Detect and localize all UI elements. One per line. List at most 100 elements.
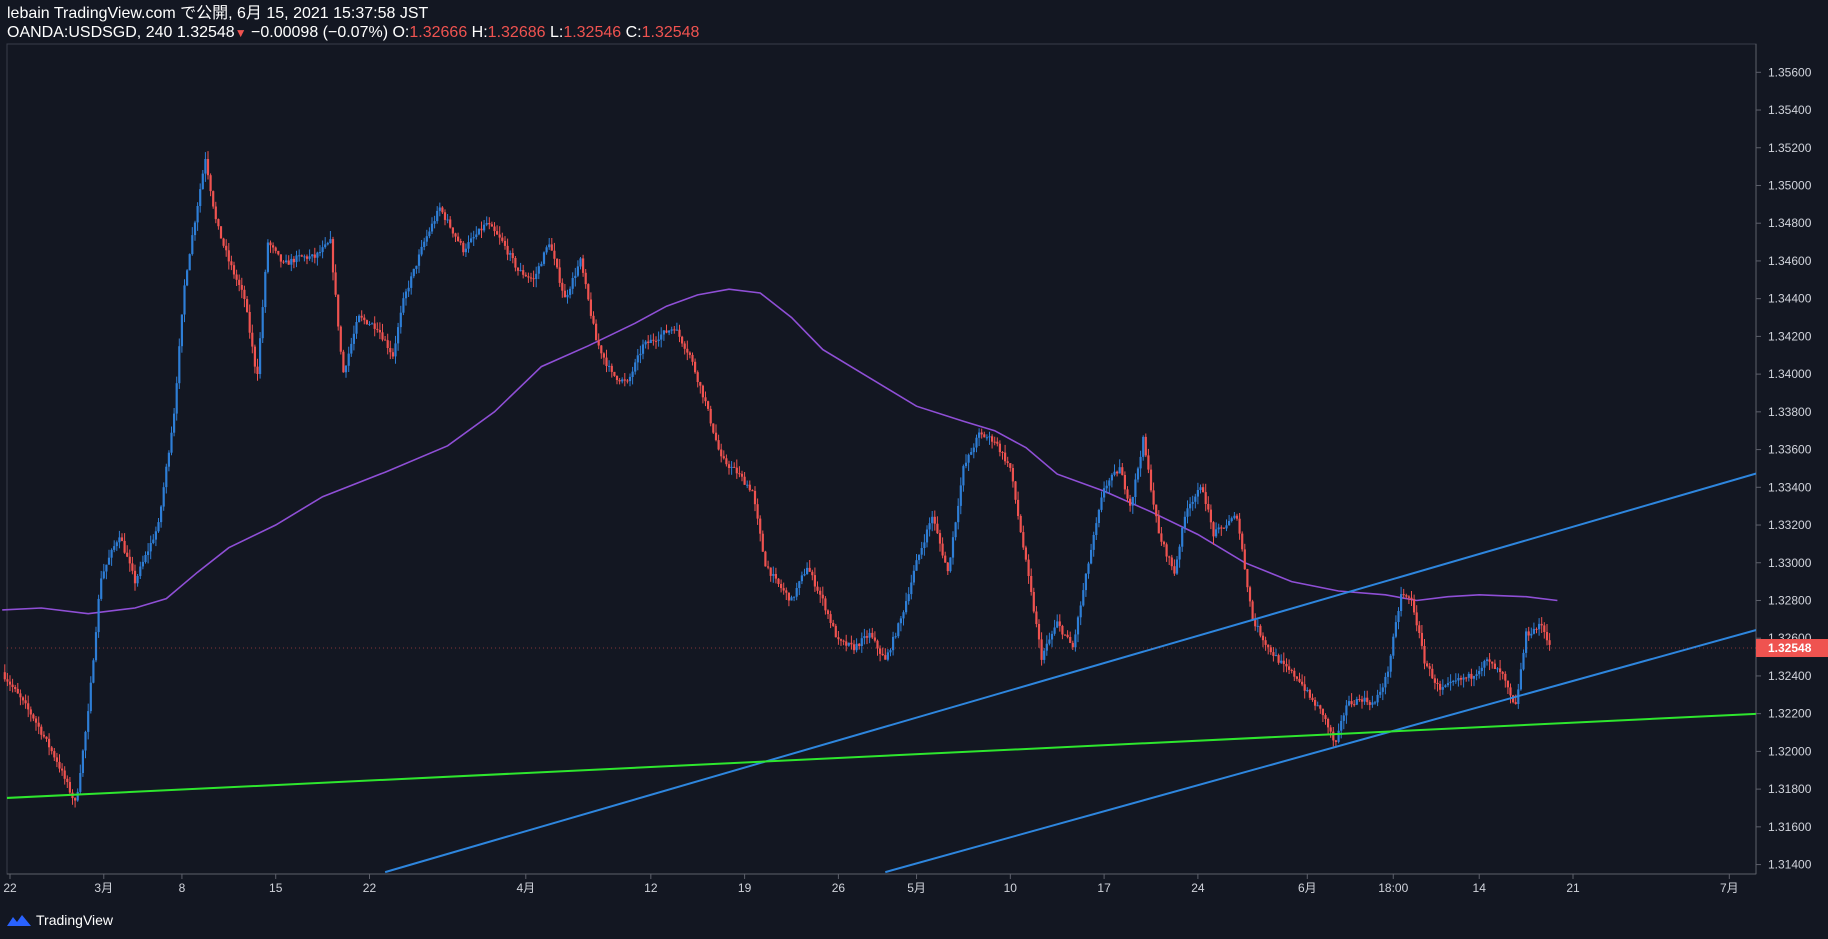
candle-body — [793, 596, 796, 598]
candle-body — [509, 253, 512, 255]
candle-body — [123, 540, 126, 553]
candle-body — [704, 397, 707, 402]
candle-body — [912, 570, 915, 583]
candle-body — [503, 240, 507, 246]
footer[interactable]: TradingView — [6, 912, 113, 928]
candle-body — [1235, 515, 1239, 519]
time-tick-label: 22 — [363, 881, 377, 895]
candle-body — [569, 288, 572, 295]
candle-body — [821, 594, 824, 599]
candle-body — [1488, 659, 1491, 662]
candle-body — [563, 290, 566, 298]
candle-body — [376, 328, 379, 330]
candle-body — [232, 265, 236, 275]
candle-body — [37, 722, 40, 727]
candle-body — [972, 447, 975, 453]
candle-body — [1037, 624, 1041, 640]
candle-body — [1116, 471, 1119, 474]
candle-body — [191, 235, 194, 255]
candle-body — [1175, 559, 1179, 574]
candle-body — [910, 582, 913, 595]
candle-body — [389, 348, 392, 353]
time-axis[interactable]: 22 3月 8 15 22 4月 12 19 26 5月 10 17 24 6月 18:00 14 21 7月 — [3, 874, 1739, 895]
candle-body — [852, 644, 856, 651]
candle-body — [1165, 544, 1168, 557]
candle-body — [605, 357, 608, 366]
candle-body — [892, 636, 895, 651]
candle-body — [582, 258, 585, 273]
candle-body — [1334, 740, 1337, 742]
candle-body — [89, 682, 92, 712]
candle-body — [1459, 678, 1463, 680]
candle-body — [1272, 652, 1275, 656]
candle-body — [1097, 509, 1100, 523]
candle-body — [613, 371, 616, 376]
candle-body — [522, 270, 525, 275]
candle-body — [24, 700, 27, 704]
candle-body — [1504, 673, 1507, 681]
candle-body — [889, 650, 892, 653]
candle-body — [1069, 637, 1072, 643]
candle-body — [1363, 697, 1366, 702]
candle-body — [384, 339, 387, 341]
candle-body — [1358, 699, 1361, 700]
candle-body — [902, 612, 905, 619]
ohlc-line: OANDA:USDSGD, 240 1.32548▼ −0.00098 (−0.… — [7, 24, 700, 41]
candle-body — [654, 340, 658, 342]
candle-body — [1436, 682, 1439, 684]
candle-body — [1024, 547, 1027, 560]
candle-body — [243, 289, 246, 299]
candle-body — [110, 549, 113, 558]
candle-body — [235, 274, 238, 280]
candle-body — [144, 555, 147, 562]
candle-body — [425, 236, 428, 242]
candle-body — [1467, 673, 1470, 678]
candle-body — [493, 226, 496, 232]
candle-body — [1522, 652, 1525, 670]
candle-body — [1131, 496, 1134, 506]
candle-body — [1274, 655, 1278, 657]
candle-body — [27, 703, 30, 710]
candle-body — [519, 270, 522, 272]
candle-body — [1527, 631, 1530, 636]
price-axis[interactable]: 1.35600 1.35400 1.35200 1.35000 1.34800 1.346… — [7, 65, 1828, 872]
candle-body — [863, 636, 866, 639]
candle-body — [438, 207, 441, 211]
candle-body — [636, 355, 639, 363]
candle-body — [240, 285, 243, 290]
candle-body — [1441, 687, 1444, 690]
candle-body — [1306, 690, 1309, 691]
candle-body — [1045, 643, 1048, 651]
candle-body — [68, 782, 71, 793]
candle-body — [558, 267, 561, 283]
candle-body — [277, 250, 280, 255]
candle-body — [1538, 623, 1541, 630]
candle-body — [1063, 634, 1067, 636]
candle-body — [868, 632, 871, 638]
candle-body — [1525, 631, 1528, 653]
candle-body — [753, 490, 757, 505]
candle-body — [1050, 633, 1054, 640]
candle-body — [720, 449, 723, 457]
candle-body — [524, 274, 527, 277]
candle-body — [1376, 694, 1379, 703]
candle-body — [665, 330, 668, 333]
candle-body — [1420, 632, 1423, 646]
price-tick-label: 1.33400 — [1768, 480, 1812, 494]
candle-body — [1123, 475, 1126, 490]
candle-body — [483, 224, 486, 231]
candle-body — [516, 267, 520, 271]
candle-body — [1371, 702, 1374, 705]
candle-body — [907, 594, 910, 602]
candle-body — [1423, 646, 1426, 664]
candle-body — [967, 454, 970, 463]
candle-body — [964, 462, 968, 467]
candle-body — [1066, 634, 1069, 638]
price-tick-label: 1.33600 — [1768, 443, 1812, 457]
candle-body — [1433, 678, 1436, 683]
candle-body — [441, 207, 444, 213]
trendlines-layer[interactable] — [0, 472, 1761, 874]
candle-body — [1413, 599, 1416, 613]
candle-body — [1360, 699, 1364, 702]
